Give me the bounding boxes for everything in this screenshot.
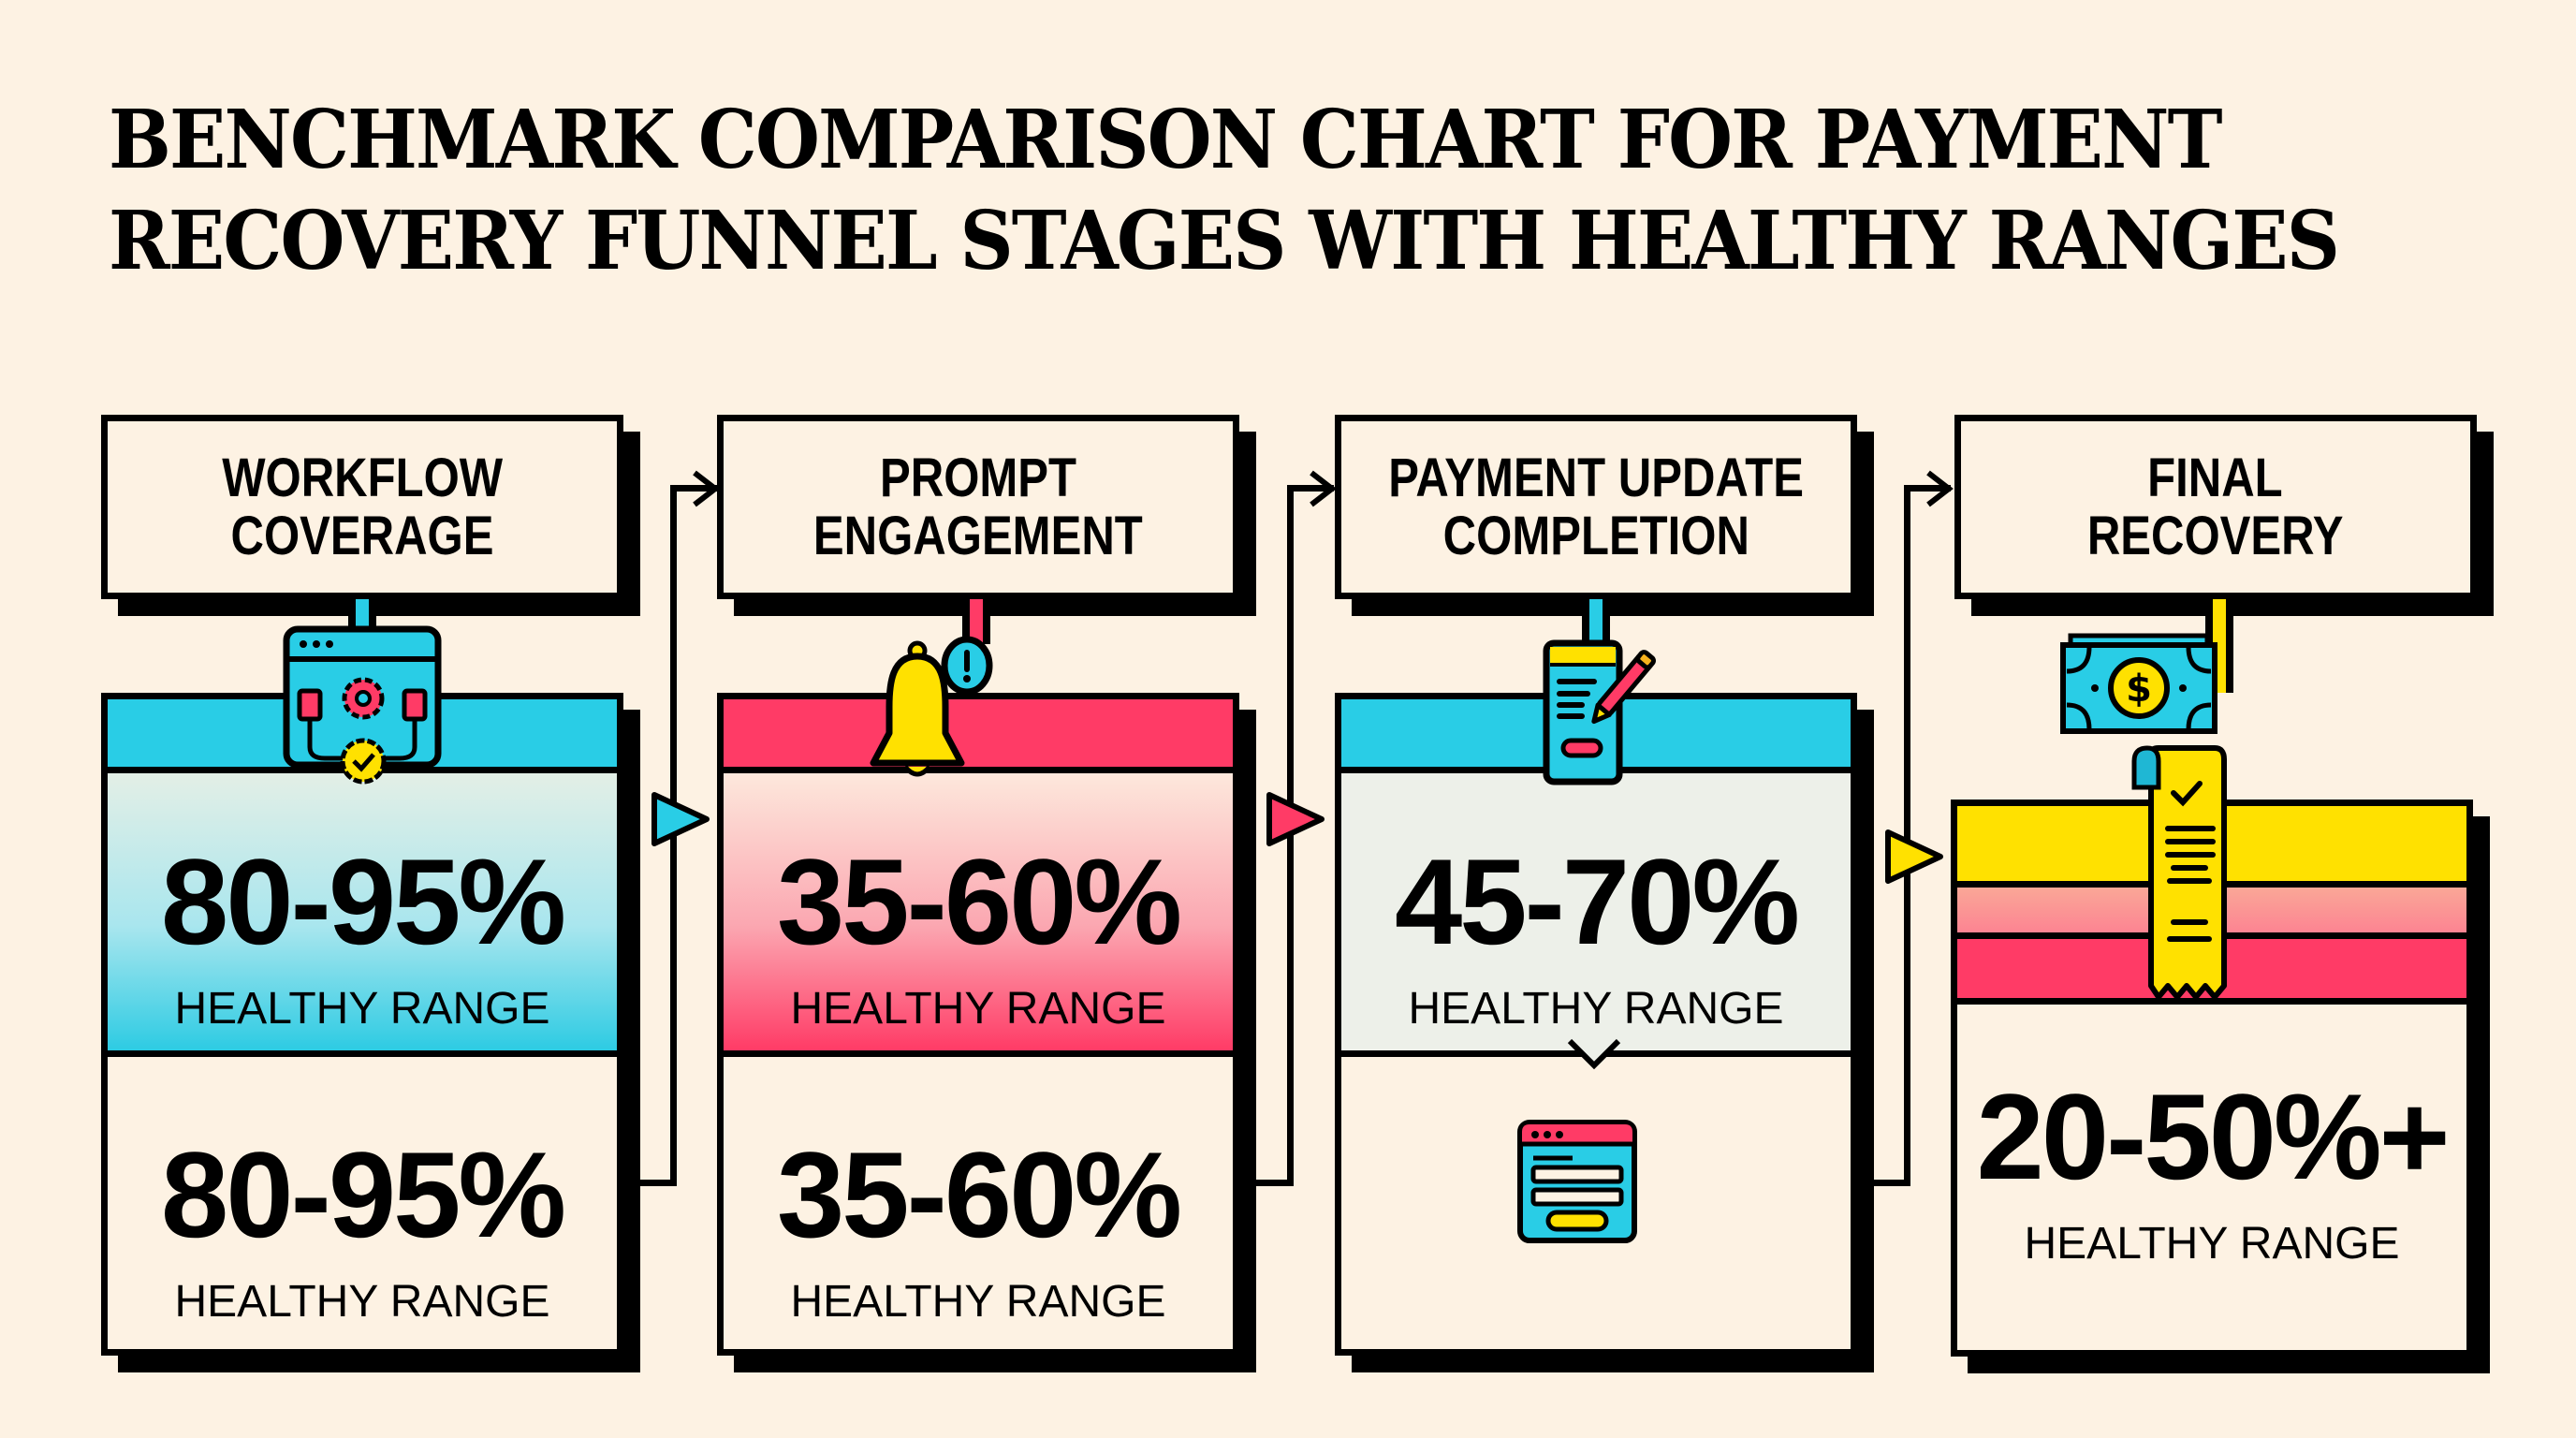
stage-title-line-2: COMPLETION (1442, 505, 1749, 566)
bell-alert-icon (870, 636, 993, 777)
stage-header: FINAL RECOVERY (1954, 415, 2477, 599)
range-label: HEALTHY RANGE (1408, 984, 1784, 1034)
lower-value: 80-95% (160, 1126, 566, 1263)
play-triangle-cyan-icon (651, 792, 710, 846)
play-triangle-pink-icon (1266, 792, 1325, 846)
lower-label: HEALTHY RANGE (174, 1277, 550, 1327)
stage-header: PROMPT ENGAGEMENT (717, 415, 1239, 599)
range-label: HEALTHY RANGE (174, 984, 550, 1034)
healthy-range-panel: 80-95% HEALTHY RANGE (108, 773, 617, 1057)
arrowhead-icon (693, 470, 720, 507)
stage-title-line-2: RECOVERY (2087, 505, 2344, 566)
arrowhead-icon (1926, 470, 1954, 507)
header-stem (1582, 599, 1610, 646)
range-label: HEALTHY RANGE (2024, 1219, 2400, 1269)
title-line-2: RECOVERY FUNNEL STAGES WITH HEALTHY RANG… (109, 194, 2340, 288)
stage-title-line-1: PROMPT (879, 447, 1077, 508)
stage-header: WORKFLOW COVERAGE (101, 415, 623, 599)
stage-title-line-1: FINAL (2147, 447, 2284, 508)
lower-label: HEALTHY RANGE (790, 1277, 1166, 1327)
svg-text:$: $ (2126, 668, 2152, 711)
stage-title-line-2: COVERAGE (230, 505, 494, 566)
callout-pointer-icon (1567, 1038, 1621, 1070)
stage-title-line-2: ENGAGEMENT (813, 505, 1143, 566)
money-bill-icon: $ (2060, 633, 2217, 734)
stage-card: 45-70% HEALTHY RANGE (1335, 693, 1857, 1356)
healthy-range-panel: 35-60% HEALTHY RANGE (724, 773, 1233, 1057)
range-value: 35-60% (776, 833, 1182, 970)
form-pencil-icon (1543, 639, 1656, 785)
healthy-range-panel: 45-70% HEALTHY RANGE (1341, 773, 1851, 1057)
range-value: 20-50%+ (1976, 1068, 2451, 1205)
healthy-range-panel: 20-50%+ HEALTHY RANGE (1957, 1005, 2466, 1350)
browser-form-icon (1517, 1120, 1637, 1243)
stage-title-line-1: WORKFLOW (222, 447, 503, 508)
range-value: 45-70% (1394, 833, 1800, 970)
range-label: HEALTHY RANGE (790, 984, 1166, 1034)
range-value: 80-95% (160, 833, 566, 970)
stage-header: PAYMENT UPDATE COMPLETION (1335, 415, 1857, 599)
lower-value: 35-60% (776, 1126, 1182, 1263)
stage-card: 35-60% HEALTHY RANGE 35-60% HEALTHY RANG… (717, 693, 1239, 1356)
stage-card: 80-95% HEALTHY RANGE 80-95% HEALTHY RANG… (101, 693, 623, 1356)
accent-band (724, 699, 1233, 773)
arrowhead-icon (1310, 470, 1337, 507)
lower-range-panel: 80-95% HEALTHY RANGE (108, 1057, 617, 1349)
receipt-check-icon (2131, 745, 2227, 1000)
play-triangle-yellow-icon (1885, 829, 1943, 884)
stage-title-line-1: PAYMENT UPDATE (1388, 447, 1804, 508)
title-line-1: BENCHMARK COMPARISON CHART FOR PAYMENT (109, 93, 2223, 187)
lower-range-panel: 35-60% HEALTHY RANGE (724, 1057, 1233, 1349)
workflow-window-gear-icon (283, 625, 442, 785)
page-title: BENCHMARK COMPARISON CHART FOR PAYMENT R… (109, 90, 2348, 292)
